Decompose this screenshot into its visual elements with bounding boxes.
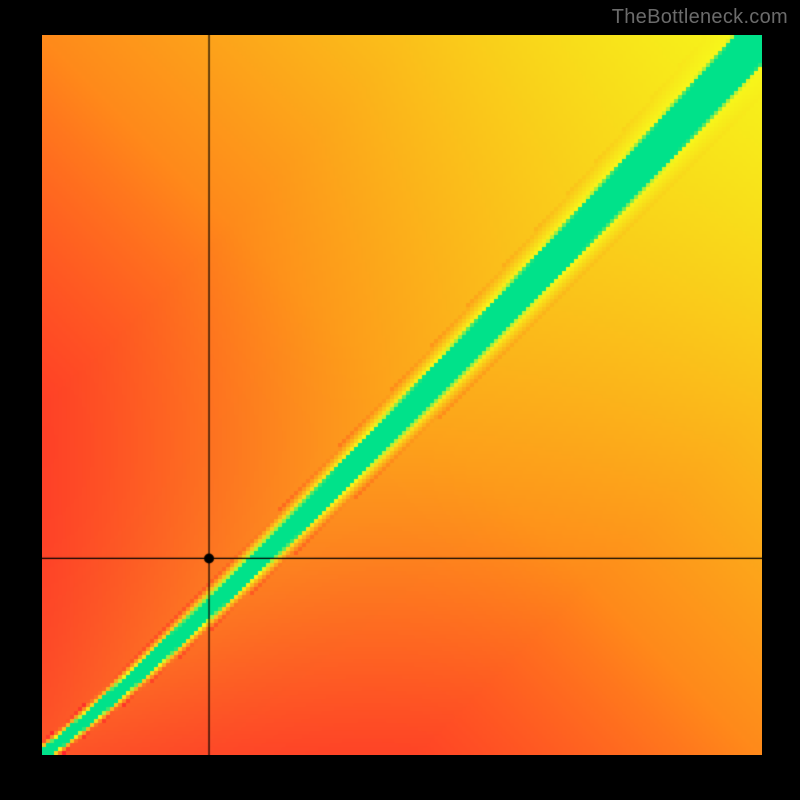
chart-frame: TheBottleneck.com	[0, 0, 800, 800]
attribution-label: TheBottleneck.com	[612, 6, 788, 29]
bottleneck-heatmap	[42, 35, 762, 755]
